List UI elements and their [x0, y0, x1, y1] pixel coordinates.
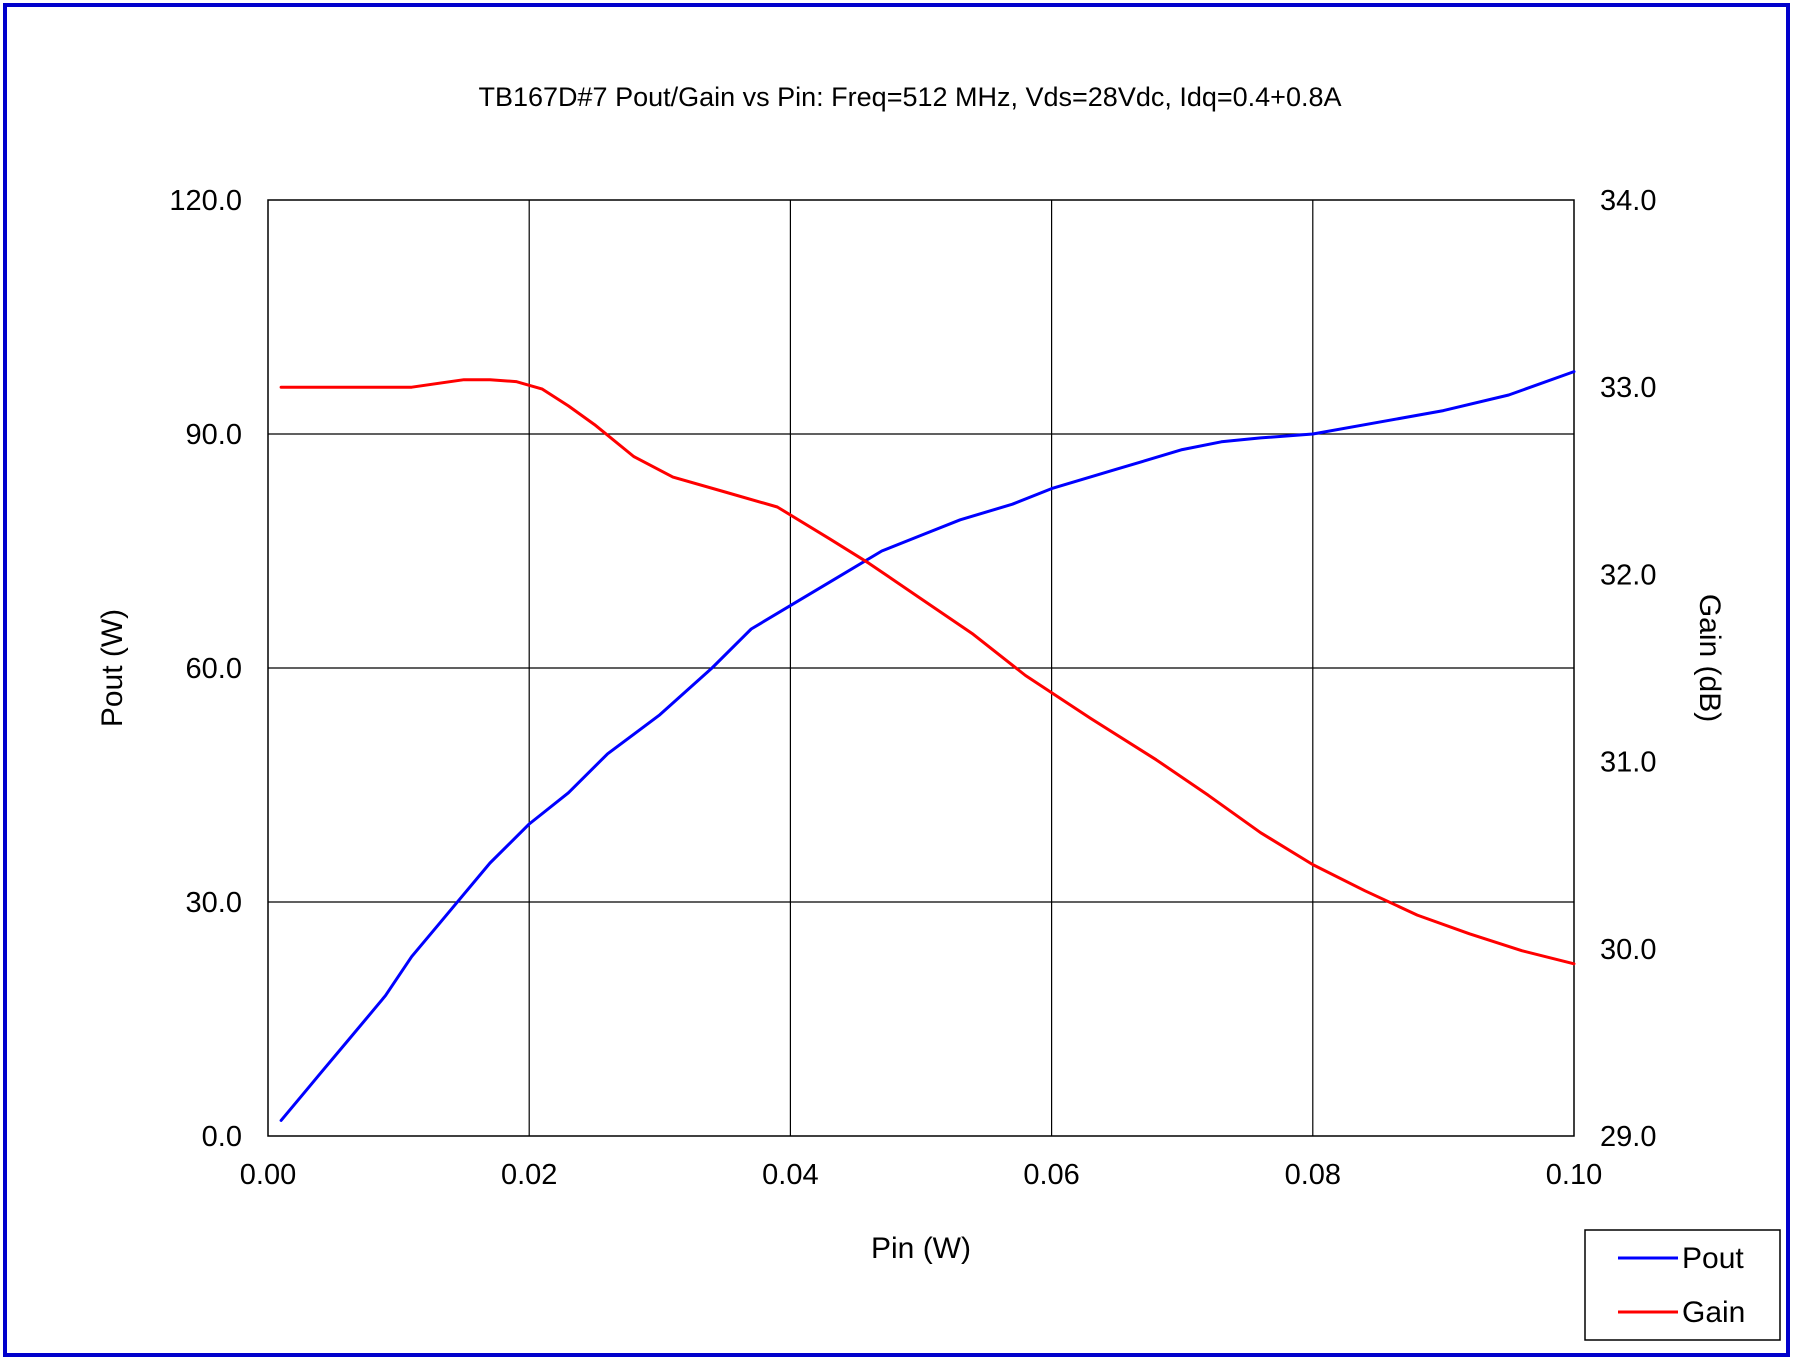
- y2-tick-label: 33.0: [1600, 372, 1656, 404]
- x-tick-label: 0.10: [1546, 1159, 1602, 1191]
- y2-tick-label: 31.0: [1600, 747, 1656, 779]
- plot-area: [267, 199, 1575, 1137]
- series-line-pout: [279, 370, 1576, 1122]
- y-tick-label: 60.0: [186, 653, 242, 685]
- x-tick-label: 0.06: [1023, 1159, 1079, 1191]
- series-line-gain: [279, 378, 1576, 966]
- y2-tick-label: 30.0: [1600, 934, 1656, 966]
- grid-layer: [268, 200, 1574, 1136]
- y2-tick-label: 29.0: [1600, 1121, 1656, 1153]
- y-tick-label: 120.0: [169, 185, 242, 217]
- legend: Pout Gain: [1584, 1229, 1781, 1341]
- x-tick-labels: 0.00 0.02 0.04 0.06 0.08 0.10: [240, 1159, 1602, 1191]
- legend-label-gain: Gain: [1682, 1296, 1745, 1329]
- legend-box: [1584, 1229, 1781, 1341]
- y2-axis-title: Gain (dB): [1693, 594, 1726, 722]
- x-tick-label: 0.04: [762, 1159, 818, 1191]
- y2-tick-label: 34.0: [1600, 185, 1656, 217]
- y-tick-label: 30.0: [186, 887, 242, 919]
- y-axis-title: Pout (W): [96, 609, 129, 727]
- chart-title: TB167D#7 Pout/Gain vs Pin: Freq=512 MHz,…: [478, 82, 1341, 112]
- x-tick-label: 0.08: [1285, 1159, 1341, 1191]
- x-axis-title: Pin (W): [871, 1232, 971, 1265]
- series-layer: [279, 370, 1576, 1122]
- y-tick-labels: 0.0 30.0 60.0 90.0 120.0: [169, 185, 242, 1153]
- x-tick-label: 0.00: [240, 1159, 296, 1191]
- x-tick-label: 0.02: [501, 1159, 557, 1191]
- legend-label-pout: Pout: [1682, 1242, 1744, 1275]
- y-tick-label: 90.0: [186, 419, 242, 451]
- y2-tick-label: 32.0: [1600, 559, 1656, 591]
- y2-tick-labels: 29.0 30.0 31.0 32.0 33.0 34.0: [1600, 185, 1656, 1153]
- y-tick-label: 0.0: [202, 1121, 242, 1153]
- outer-border: [3, 3, 1790, 1357]
